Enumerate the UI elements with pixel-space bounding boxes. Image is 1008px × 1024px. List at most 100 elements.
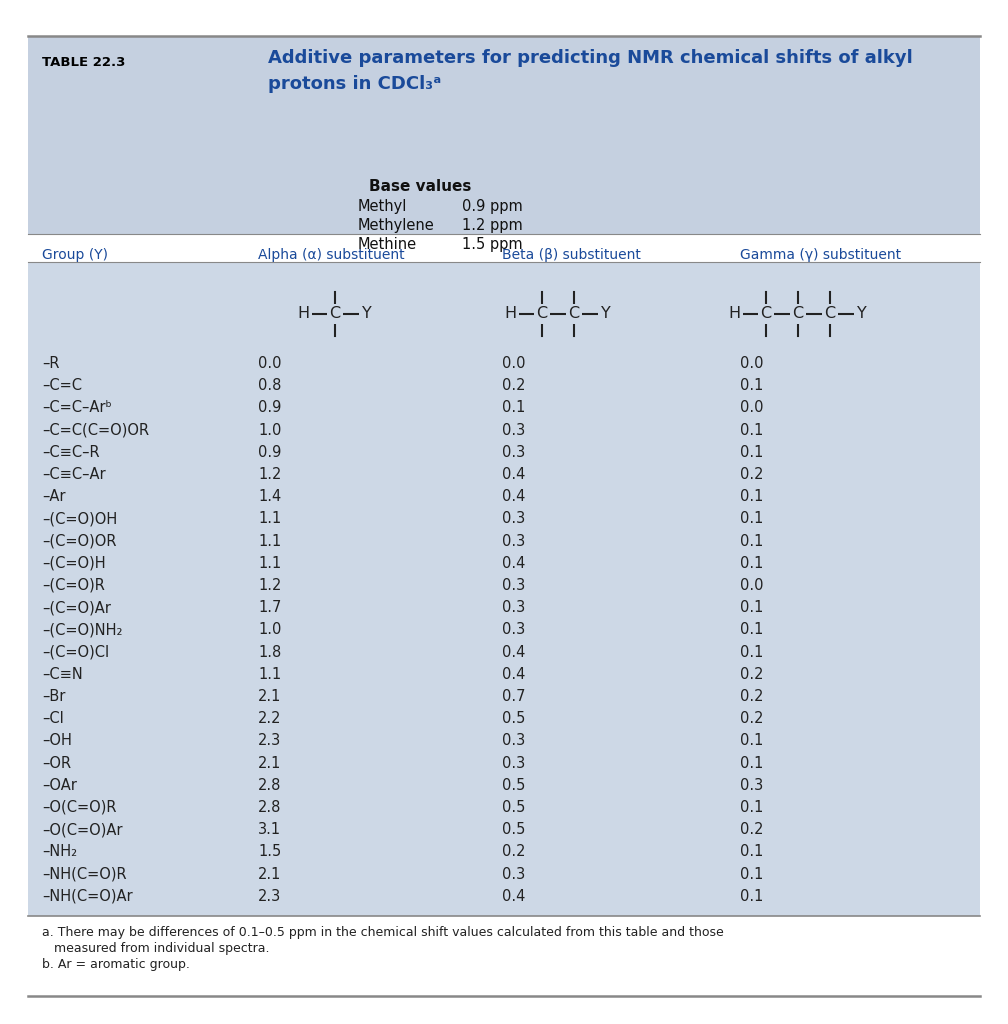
Text: 0.3: 0.3 — [502, 600, 525, 615]
Text: 0.2: 0.2 — [740, 467, 763, 482]
Text: Group (Y): Group (Y) — [42, 248, 108, 262]
Text: 0.8: 0.8 — [258, 378, 281, 393]
Text: Alpha (α) substituent: Alpha (α) substituent — [258, 248, 404, 262]
Text: H: H — [728, 306, 740, 322]
Text: b. Ar = aromatic group.: b. Ar = aromatic group. — [42, 958, 190, 971]
Text: 0.4: 0.4 — [502, 489, 525, 504]
Text: –(C=O)Cl: –(C=O)Cl — [42, 644, 109, 659]
Text: –NH(C=O)Ar: –NH(C=O)Ar — [42, 889, 133, 904]
Text: –NH₂: –NH₂ — [42, 845, 78, 859]
Text: 0.4: 0.4 — [502, 667, 525, 682]
Text: –(C=O)H: –(C=O)H — [42, 556, 106, 570]
Text: 2.1: 2.1 — [258, 756, 281, 771]
Text: Y: Y — [601, 306, 611, 322]
Text: 0.1: 0.1 — [740, 845, 763, 859]
Text: Additive parameters for predicting NMR chemical shifts of alkyl
protons in CDCl₃: Additive parameters for predicting NMR c… — [268, 49, 913, 93]
Text: 1.2 ppm: 1.2 ppm — [462, 218, 523, 233]
Text: 0.2: 0.2 — [502, 845, 525, 859]
Text: 2.3: 2.3 — [258, 733, 281, 749]
Text: –NH(C=O)R: –NH(C=O)R — [42, 866, 127, 882]
Text: C: C — [792, 306, 803, 322]
Text: 0.1: 0.1 — [740, 423, 763, 437]
Text: 0.2: 0.2 — [740, 712, 763, 726]
Text: 0.0: 0.0 — [502, 356, 525, 371]
Text: 2.8: 2.8 — [258, 800, 281, 815]
Text: C: C — [330, 306, 341, 322]
Text: –(C=O)Ar: –(C=O)Ar — [42, 600, 111, 615]
Text: 0.1: 0.1 — [740, 556, 763, 570]
Text: 1.0: 1.0 — [258, 423, 281, 437]
Text: 0.5: 0.5 — [502, 778, 525, 793]
Text: 0.3: 0.3 — [502, 444, 525, 460]
Text: –Br: –Br — [42, 689, 66, 705]
Text: Methylene: Methylene — [358, 218, 434, 233]
Text: –OAr: –OAr — [42, 778, 77, 793]
Text: –O(C=O)R: –O(C=O)R — [42, 800, 117, 815]
Text: –(C=O)OH: –(C=O)OH — [42, 511, 117, 526]
Text: 0.3: 0.3 — [502, 534, 525, 549]
Bar — [28, 36, 980, 234]
Text: 0.5: 0.5 — [502, 800, 525, 815]
Text: 0.0: 0.0 — [740, 356, 763, 371]
Text: 0.2: 0.2 — [740, 822, 763, 838]
Text: 0.2: 0.2 — [740, 689, 763, 705]
Text: 0.0: 0.0 — [740, 400, 763, 416]
Text: –OR: –OR — [42, 756, 72, 771]
Text: 0.1: 0.1 — [502, 400, 525, 416]
Text: 1.0: 1.0 — [258, 623, 281, 637]
Text: 0.3: 0.3 — [502, 623, 525, 637]
Text: –(C=O)OR: –(C=O)OR — [42, 534, 117, 549]
Text: measured from individual spectra.: measured from individual spectra. — [42, 942, 269, 955]
Text: 2.1: 2.1 — [258, 866, 281, 882]
Text: –C=C(C=O)OR: –C=C(C=O)OR — [42, 423, 149, 437]
Text: 0.1: 0.1 — [740, 534, 763, 549]
Text: –Ar: –Ar — [42, 489, 66, 504]
Text: 1.8: 1.8 — [258, 644, 281, 659]
Text: –Cl: –Cl — [42, 712, 64, 726]
Text: 0.9 ppm: 0.9 ppm — [462, 199, 523, 214]
Text: 0.1: 0.1 — [740, 600, 763, 615]
Text: 1.1: 1.1 — [258, 556, 281, 570]
Text: 0.1: 0.1 — [740, 889, 763, 904]
Text: –OH: –OH — [42, 733, 72, 749]
Text: 1.4: 1.4 — [258, 489, 281, 504]
Text: 0.1: 0.1 — [740, 756, 763, 771]
Text: 0.5: 0.5 — [502, 712, 525, 726]
Text: 1.5: 1.5 — [258, 845, 281, 859]
Text: –C≡N: –C≡N — [42, 667, 83, 682]
Text: 0.5: 0.5 — [502, 822, 525, 838]
Text: 2.3: 2.3 — [258, 889, 281, 904]
Text: –(C=O)NH₂: –(C=O)NH₂ — [42, 623, 123, 637]
Text: 0.1: 0.1 — [740, 511, 763, 526]
Bar — [28, 916, 980, 996]
Text: 1.1: 1.1 — [258, 667, 281, 682]
Text: 1.1: 1.1 — [258, 534, 281, 549]
Text: 0.3: 0.3 — [502, 756, 525, 771]
Text: –C=C: –C=C — [42, 378, 82, 393]
Text: 2.2: 2.2 — [258, 712, 281, 726]
Text: –(C=O)R: –(C=O)R — [42, 578, 105, 593]
Text: Y: Y — [362, 306, 372, 322]
Text: 3.1: 3.1 — [258, 822, 281, 838]
Text: C: C — [760, 306, 771, 322]
Text: Y: Y — [857, 306, 867, 322]
Text: –O(C=O)Ar: –O(C=O)Ar — [42, 822, 123, 838]
Text: 0.3: 0.3 — [502, 866, 525, 882]
Text: 0.3: 0.3 — [502, 511, 525, 526]
Text: 0.9: 0.9 — [258, 400, 281, 416]
Text: H: H — [297, 306, 309, 322]
Text: C: C — [825, 306, 836, 322]
Text: 0.3: 0.3 — [502, 733, 525, 749]
Text: 0.4: 0.4 — [502, 556, 525, 570]
Text: 0.1: 0.1 — [740, 378, 763, 393]
Text: 1.2: 1.2 — [258, 467, 281, 482]
Text: 1.7: 1.7 — [258, 600, 281, 615]
Text: 0.4: 0.4 — [502, 467, 525, 482]
Text: TABLE 22.3: TABLE 22.3 — [42, 56, 125, 69]
Text: 0.3: 0.3 — [502, 423, 525, 437]
Text: 0.1: 0.1 — [740, 800, 763, 815]
Text: 0.4: 0.4 — [502, 644, 525, 659]
Text: –C≡C–Ar: –C≡C–Ar — [42, 467, 106, 482]
Text: a. There may be differences of 0.1–0.5 ppm in the chemical shift values calculat: a. There may be differences of 0.1–0.5 p… — [42, 926, 724, 939]
Text: 2.1: 2.1 — [258, 689, 281, 705]
